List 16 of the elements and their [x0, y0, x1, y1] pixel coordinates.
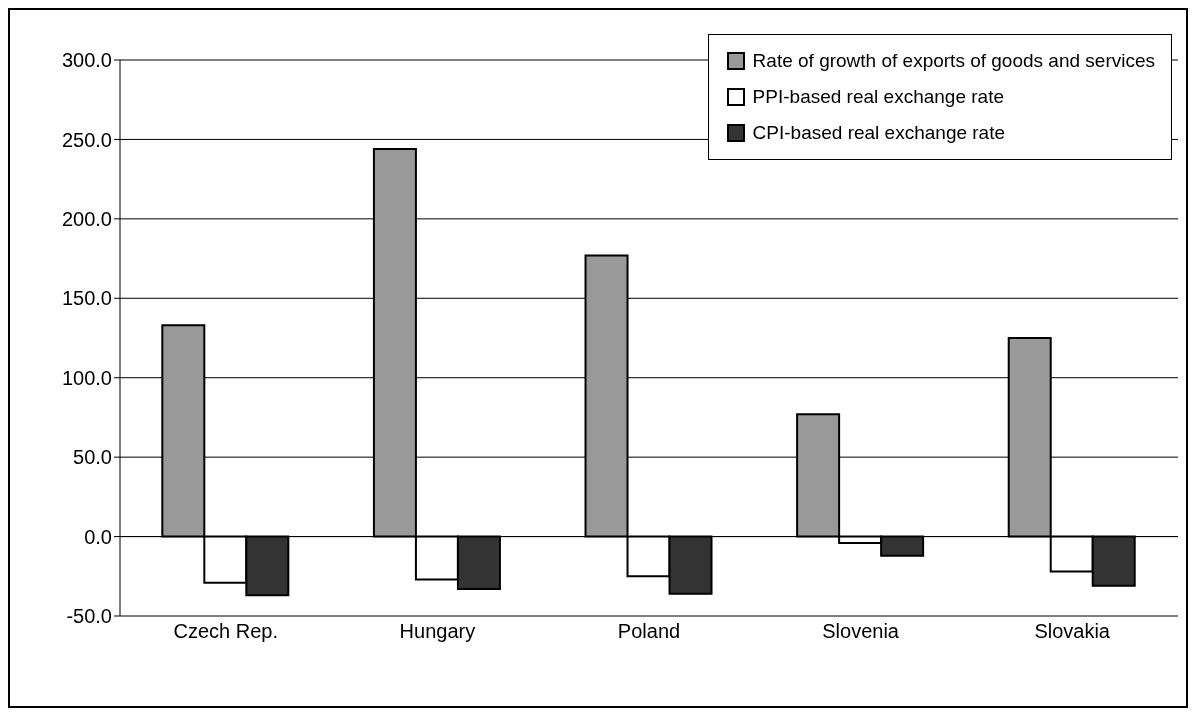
x-tick-label: Czech Rep. — [173, 620, 279, 643]
y-tick-label: 50.0 — [73, 446, 112, 469]
legend-label: Rate of growth of exports of goods and services — [752, 49, 1155, 73]
x-tick-label: Poland — [617, 620, 681, 643]
y-tick-label: 150.0 — [61, 287, 112, 310]
legend-label: CPI-based real exchange rate — [752, 121, 1006, 145]
y-tick-label: 200.0 — [61, 207, 112, 230]
y-tick-label: 100.0 — [61, 366, 112, 389]
legend-label: PPI-based real exchange rate — [752, 85, 1004, 109]
x-tick-label: Slovakia — [1034, 620, 1111, 643]
y-tick-label: 300.0 — [61, 49, 112, 72]
y-tick-label: 250.0 — [61, 128, 112, 151]
y-tick-label: -50.0 — [66, 605, 112, 628]
x-tick-label: Slovenia — [822, 620, 900, 643]
y-tick-label: 0.0 — [84, 525, 112, 548]
x-tick-label: Hungary — [399, 620, 476, 643]
